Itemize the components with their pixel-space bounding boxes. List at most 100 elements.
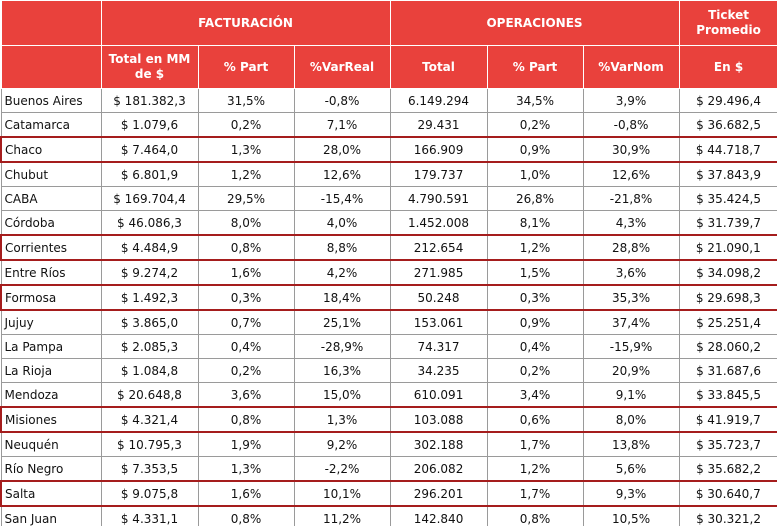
value-cell: 50.248 <box>389 284 488 311</box>
table-row: Buenos Aires $ 181.382,3 31,5% -0,8% 6.149.2… <box>0 88 777 113</box>
value-cell: 0,4% <box>486 334 584 359</box>
value-cell: $ 35.682,2 <box>678 456 777 482</box>
group-header: Ticket Promedio <box>678 0 777 46</box>
value-cell: $ 169.704,4 <box>100 186 199 211</box>
value-cell: 8,1% <box>486 210 584 236</box>
value-cell: $ 46.086,3 <box>100 210 199 236</box>
province-cell: Río Negro <box>0 456 102 482</box>
value-cell: 0,8% <box>197 406 295 433</box>
value-cell: 4,2% <box>293 259 391 286</box>
value-cell: 34,5% <box>486 88 584 113</box>
value-cell: 179.737 <box>389 161 488 187</box>
column-header: En $ <box>678 45 777 89</box>
value-cell: 31,5% <box>197 88 295 113</box>
value-cell: $ 30.640,7 <box>678 480 777 507</box>
value-cell: 0,9% <box>486 136 584 163</box>
value-cell: 30,9% <box>582 136 680 163</box>
table-row: Río Negro $ 7.353,5 1,3% -2,2% 206.082 1,2% 5,… <box>0 456 777 482</box>
value-cell: $ 9.274,2 <box>100 259 199 286</box>
value-cell: -0,8% <box>582 112 680 138</box>
value-cell: 0,2% <box>197 112 295 138</box>
value-cell: 1,3% <box>293 406 391 433</box>
value-cell: 16,3% <box>293 358 391 383</box>
value-cell: 4,3% <box>582 210 680 236</box>
value-cell: 0,3% <box>486 284 584 311</box>
value-cell: $ 6.801,9 <box>100 161 199 187</box>
column-header: % Part <box>197 45 295 89</box>
value-cell: 25,1% <box>293 309 391 335</box>
value-cell: -15,4% <box>293 186 391 211</box>
table-row: CABA $ 169.704,4 29,5% -15,4% 4.790.591 26,8%… <box>0 186 777 211</box>
value-cell: 28,8% <box>582 234 680 261</box>
value-cell: 1,6% <box>197 480 295 507</box>
value-cell: $ 29.496,4 <box>678 88 777 113</box>
value-cell: 1,2% <box>486 234 584 261</box>
value-cell: 11,2% <box>293 505 391 526</box>
value-cell: 74.317 <box>389 334 488 359</box>
value-cell: 28,0% <box>293 136 391 163</box>
value-cell: 1,0% <box>486 161 584 187</box>
value-cell: $ 35.424,5 <box>678 186 777 211</box>
value-cell: 15,0% <box>293 382 391 408</box>
value-cell: $ 2.085,3 <box>100 334 199 359</box>
province-cell: Formosa <box>0 284 102 311</box>
value-cell: 8,8% <box>293 234 391 261</box>
value-cell: $ 28.060,2 <box>678 334 777 359</box>
province-cell: Catamarca <box>0 112 102 138</box>
value-cell: $ 37.843,9 <box>678 161 777 187</box>
value-cell: 35,3% <box>582 284 680 311</box>
value-cell: 3,6% <box>197 382 295 408</box>
value-cell: 302.188 <box>389 431 488 457</box>
column-header: %VarNom <box>582 45 680 89</box>
value-cell: 0,4% <box>197 334 295 359</box>
value-cell: 10,1% <box>293 480 391 507</box>
value-cell: -28,9% <box>293 334 391 359</box>
value-cell: 3,9% <box>582 88 680 113</box>
value-cell: $ 21.090,1 <box>678 234 777 261</box>
value-cell: 1.452.008 <box>389 210 488 236</box>
value-cell: 1,2% <box>197 161 295 187</box>
value-cell: 1,5% <box>486 259 584 286</box>
value-cell: 271.985 <box>389 259 488 286</box>
value-cell: $ 10.795,3 <box>100 431 199 457</box>
value-cell: 8,0% <box>582 406 680 433</box>
value-cell: 3,6% <box>582 259 680 286</box>
province-cell: Jujuy <box>0 309 102 335</box>
province-cell: Neuquén <box>0 431 102 457</box>
table-row: San Juan $ 4.331,1 0,8% 11,2% 142.840 0,8% 10,… <box>0 505 777 526</box>
value-cell: $ 1.079,6 <box>100 112 199 138</box>
table-row: Mendoza $ 20.648,8 3,6% 15,0% 610.091 3,4% 9,1… <box>0 382 777 408</box>
value-cell: 142.840 <box>389 505 488 526</box>
column-header: Total en MM de $ <box>100 45 199 89</box>
value-cell: 9,3% <box>582 480 680 507</box>
value-cell: -21,8% <box>582 186 680 211</box>
value-cell: 0,2% <box>486 112 584 138</box>
province-cell: La Pampa <box>0 334 102 359</box>
value-cell: 0,3% <box>197 284 295 311</box>
value-cell: $ 181.382,3 <box>100 88 199 113</box>
value-cell: $ 25.251,4 <box>678 309 777 335</box>
value-cell: $ 4.331,1 <box>100 505 199 526</box>
value-cell: $ 1.492,3 <box>100 284 199 311</box>
value-cell: 103.088 <box>389 406 488 433</box>
value-cell: $ 4.321,4 <box>100 406 199 433</box>
value-cell: 12,6% <box>582 161 680 187</box>
value-cell: 212.654 <box>389 234 488 261</box>
table-row: Neuquén $ 10.795,3 1,9% 9,2% 302.188 1,7% 13,8… <box>0 431 777 457</box>
value-cell: 0,2% <box>486 358 584 383</box>
table-row: Jujuy $ 3.865,0 0,7% 25,1% 153.061 0,9% 37,4% $… <box>0 309 777 335</box>
table-row: Catamarca $ 1.079,6 0,2% 7,1% 29.431 0,2% -0,8… <box>0 112 777 138</box>
table-row: Entre Ríos $ 9.274,2 1,6% 4,2% 271.985 1,5% 3,… <box>0 259 777 286</box>
table-row: Corrientes $ 4.484,9 0,8% 8,8% 212.654 1,2% 28… <box>0 234 777 261</box>
column-header: %VarReal <box>293 45 391 89</box>
value-cell: 10,5% <box>582 505 680 526</box>
group-header: FACTURACIÓN <box>100 0 391 46</box>
value-cell: $ 7.464,0 <box>100 136 199 163</box>
value-cell: $ 7.353,5 <box>100 456 199 482</box>
province-cell: CABA <box>0 186 102 211</box>
corner-cell <box>0 0 102 46</box>
table-row: Chubut $ 6.801,9 1,2% 12,6% 179.737 1,0% 12,6%… <box>0 161 777 187</box>
value-cell: 206.082 <box>389 456 488 482</box>
value-cell: $ 1.084,8 <box>100 358 199 383</box>
